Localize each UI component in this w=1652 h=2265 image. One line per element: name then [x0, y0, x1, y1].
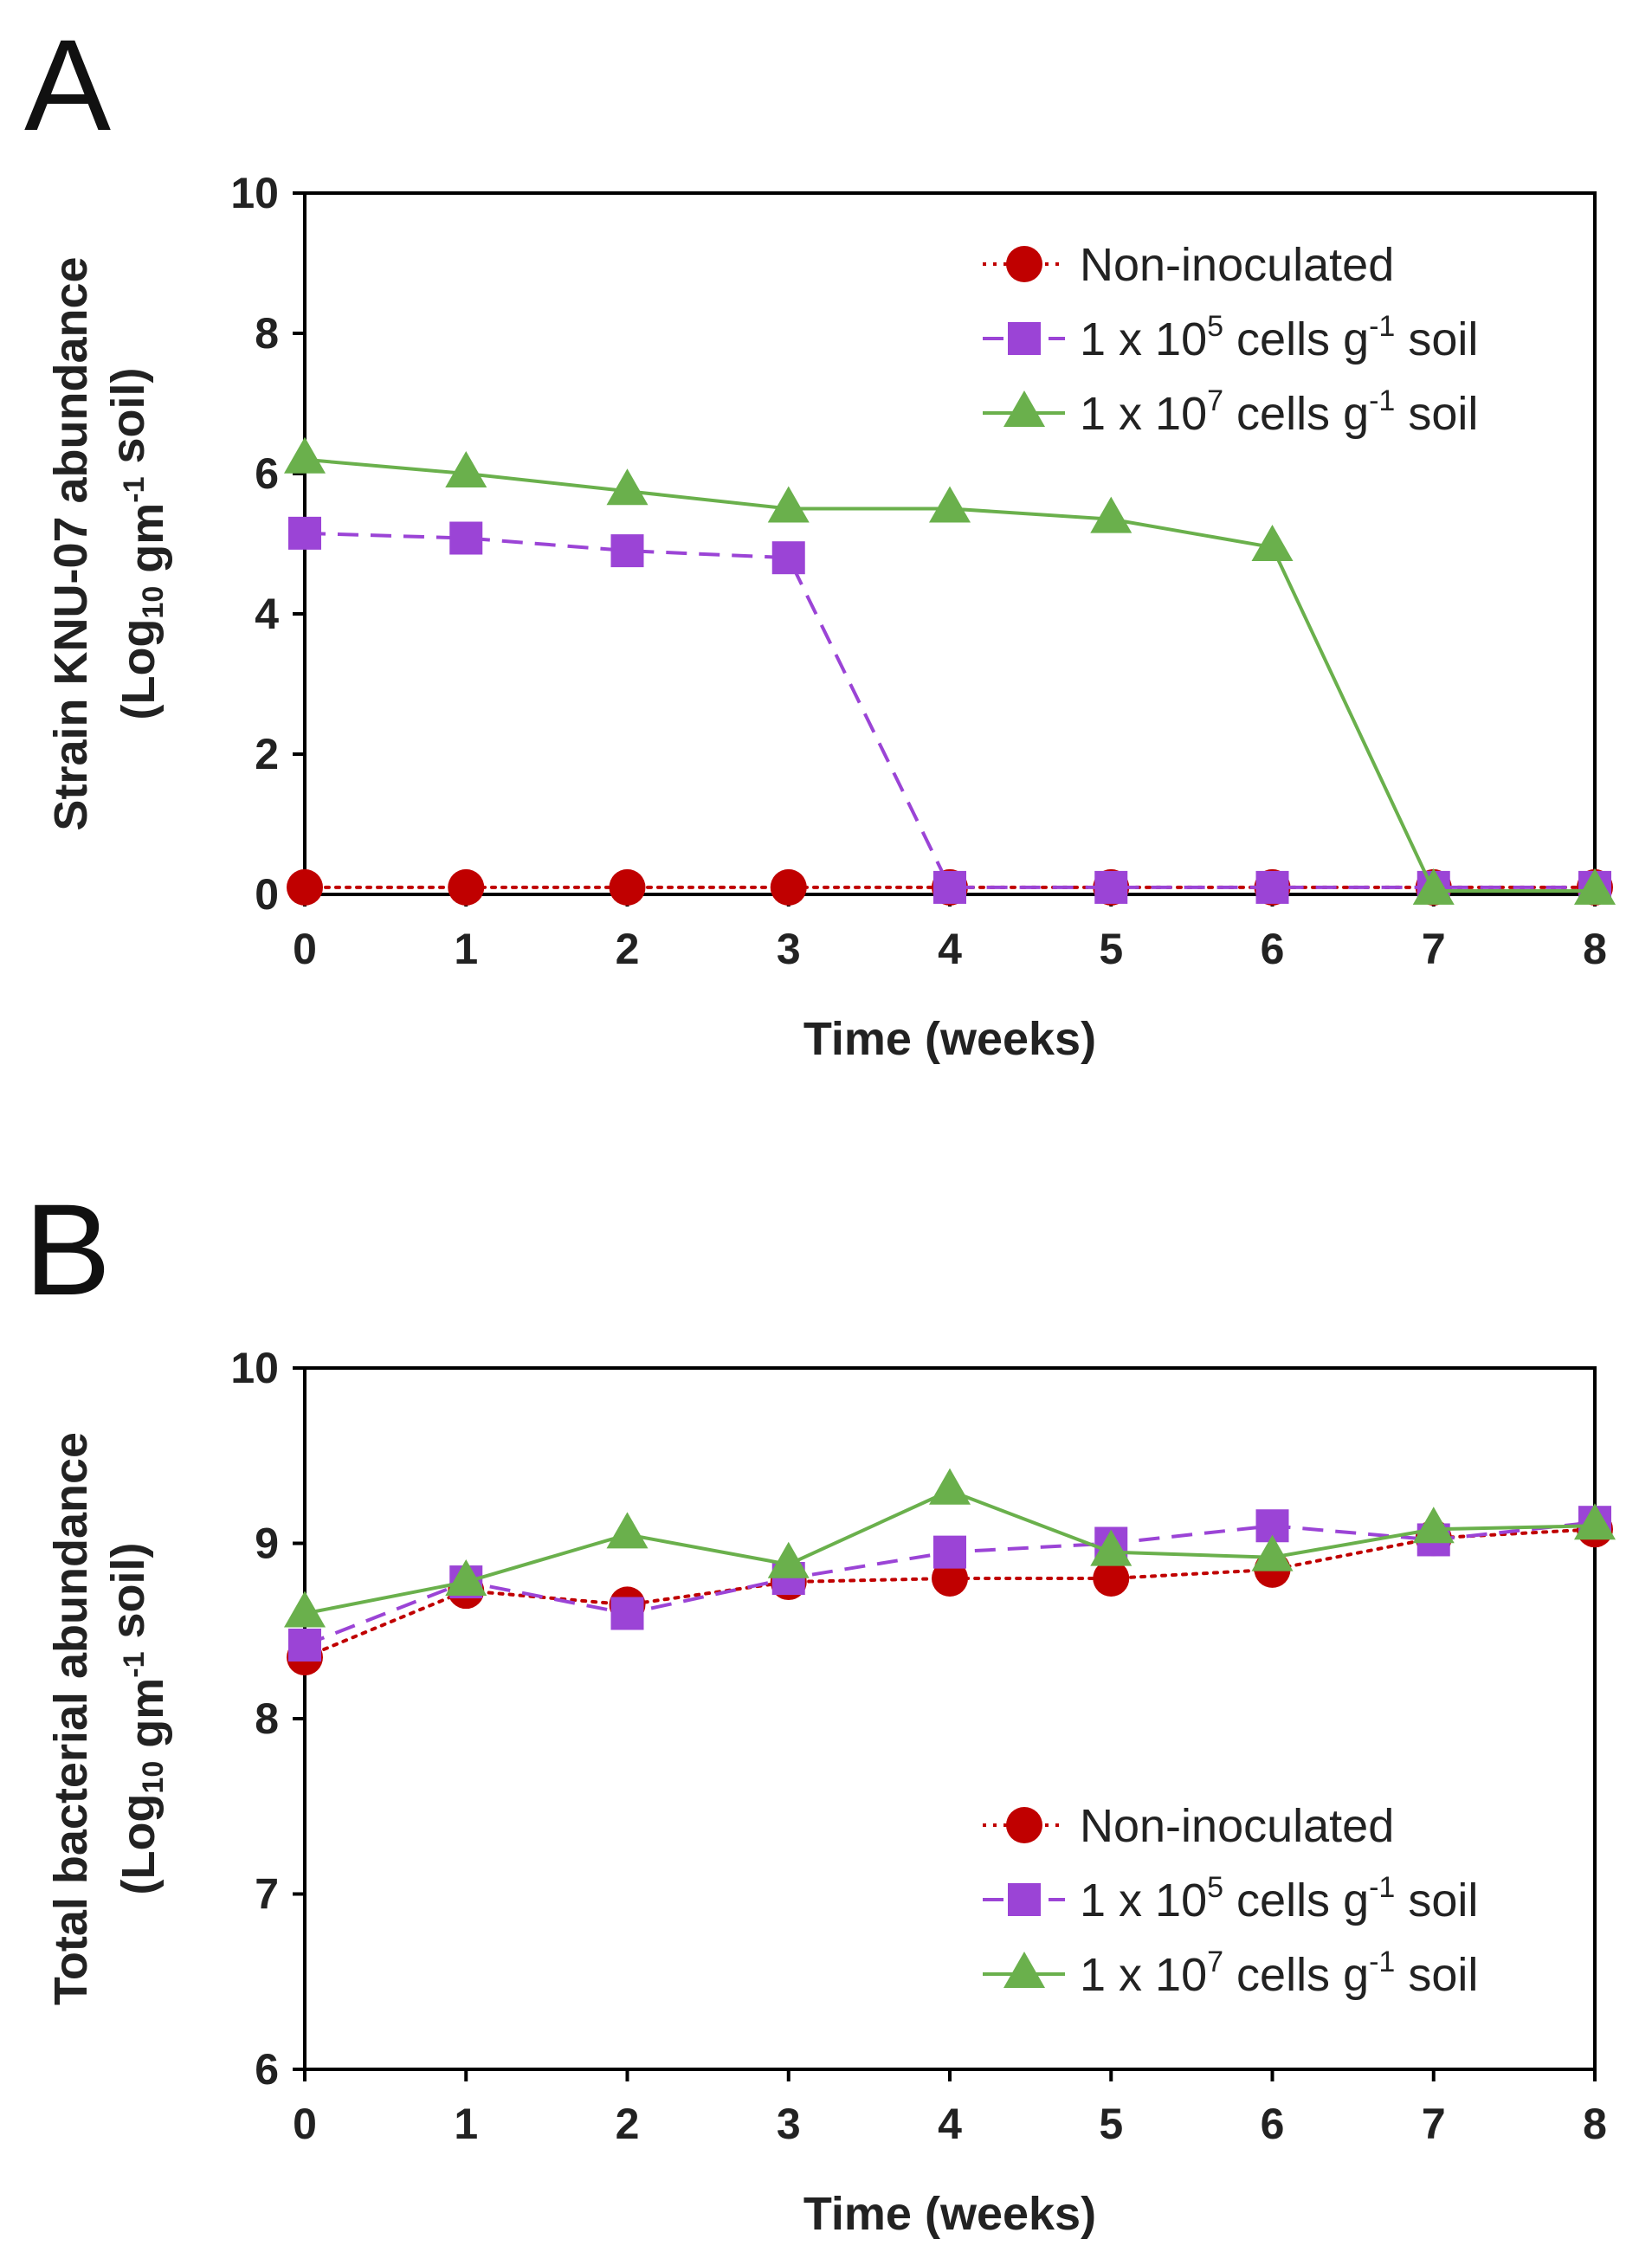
data-point [767, 486, 810, 523]
x-tick-label: 6 [1261, 925, 1285, 973]
legend-marker [1006, 246, 1042, 282]
x-tick-label: 0 [293, 925, 317, 973]
data-point [933, 1535, 966, 1569]
x-axis-title: Time (weeks) [803, 2188, 1096, 2240]
y-axis-unit: (Log10 gm-1 soil) [102, 367, 173, 720]
legend-label: 1 x 105 cells g-1 soil [1080, 310, 1478, 365]
legend-label: Non-inoculated [1080, 239, 1394, 291]
legend-marker [1003, 390, 1045, 427]
y-tick-label: 7 [255, 1870, 279, 1919]
y-tick-label: 9 [255, 1520, 279, 1568]
x-tick-label: 1 [454, 925, 478, 973]
x-tick-label: 5 [1099, 2100, 1123, 2148]
data-point [1412, 868, 1455, 905]
data-point [1251, 525, 1294, 562]
y-tick-label: 4 [255, 590, 279, 638]
data-point [449, 521, 483, 555]
series-line [303, 1527, 1597, 1660]
x-tick-label: 7 [1422, 2100, 1446, 2148]
legend-label: Non-inoculated [1080, 1800, 1394, 1852]
data-point [933, 870, 966, 904]
data-point [284, 1591, 326, 1628]
series-triangle [284, 1468, 1616, 1628]
x-axis-title: Time (weeks) [803, 1013, 1096, 1065]
legend-marker [1008, 1883, 1041, 1916]
x-tick-label: 8 [1583, 2100, 1607, 2148]
data-point [606, 1512, 649, 1549]
data-point [1574, 1503, 1616, 1540]
x-tick-label: 4 [938, 925, 962, 973]
legend-marker [1003, 1951, 1045, 1988]
data-point [445, 1559, 487, 1597]
x-tick-label: 3 [777, 2100, 801, 2148]
legend-marker [1006, 1807, 1042, 1843]
y-axis-unit: (Log10 gm-1 soil) [102, 1542, 173, 1894]
x-tick-label: 5 [1099, 925, 1123, 973]
data-point [288, 516, 321, 550]
data-point [445, 450, 487, 487]
legend-label: 1 x 107 cells g-1 soil [1080, 1946, 1478, 2001]
x-tick-label: 1 [454, 2100, 478, 2148]
x-tick-label: 6 [1261, 2100, 1285, 2148]
y-tick-label: 8 [255, 1694, 279, 1743]
data-point [287, 868, 323, 906]
y-tick-label: 10 [230, 1344, 279, 1392]
legend: Non-inoculated 1 x 105 cells g-1 soil 1 x … [983, 1800, 1478, 2001]
chart-b: 6 7 8 9 10 0 1 2 3 4 5 6 7 8 Time (weeks) Total bacteri… [45, 1344, 1616, 2240]
panel-letter-b: B [24, 1177, 111, 1322]
x-tick-label: 3 [777, 925, 801, 973]
data-point [609, 868, 646, 906]
data-point [770, 868, 807, 906]
data-point [771, 541, 805, 575]
data-point [929, 1468, 971, 1505]
data-point [288, 1628, 321, 1662]
x-tick-label: 0 [293, 2100, 317, 2148]
data-point [606, 468, 649, 506]
y-tick-label: 8 [255, 309, 279, 358]
data-point [284, 436, 326, 474]
data-point [1255, 870, 1289, 904]
chart-a: 0 2 4 6 8 10 0 1 2 3 4 5 6 7 8 Time (weeks) Strain KNU-0… [45, 169, 1616, 1065]
data-point [1574, 868, 1616, 905]
x-tick-label: 2 [616, 925, 640, 973]
data-point [1251, 1534, 1294, 1571]
legend-label: 1 x 105 cells g-1 soil [1080, 1871, 1478, 1926]
y-tick-label: 6 [255, 2045, 279, 2094]
legend-label: 1 x 107 cells g-1 soil [1080, 384, 1478, 440]
data-point [1093, 1560, 1130, 1597]
data-point [1094, 870, 1128, 904]
data-point [448, 868, 485, 906]
series-triangle [284, 436, 1616, 905]
x-tick-label: 8 [1583, 925, 1607, 973]
series-line [304, 457, 1595, 893]
panel-letter-a: A [24, 12, 111, 158]
y-tick-label: 2 [255, 730, 279, 778]
x-tick-label: 2 [616, 2100, 640, 2148]
plot-area [303, 191, 1597, 896]
data-point [1090, 496, 1133, 533]
data-point [932, 1560, 968, 1597]
data-point [610, 534, 644, 568]
y-tick-label: 6 [255, 449, 279, 498]
legend: Non-inoculated 1 x 105 cells g-1 soil 1 x … [983, 239, 1478, 440]
y-axis-title: Total bacterial abundance [45, 1432, 97, 2005]
y-tick-label: 0 [255, 870, 279, 919]
data-point [929, 486, 971, 523]
series-line [304, 531, 1595, 889]
legend-marker [1008, 322, 1041, 355]
y-axis-title: Strain KNU-07 abundance [45, 256, 97, 830]
data-point [1412, 1507, 1455, 1544]
x-tick-label: 7 [1422, 925, 1446, 973]
data-point [1090, 1529, 1133, 1566]
data-point [767, 1541, 810, 1578]
y-tick-label: 10 [230, 169, 279, 217]
x-tick-label: 4 [938, 2100, 962, 2148]
data-point [610, 1597, 644, 1630]
